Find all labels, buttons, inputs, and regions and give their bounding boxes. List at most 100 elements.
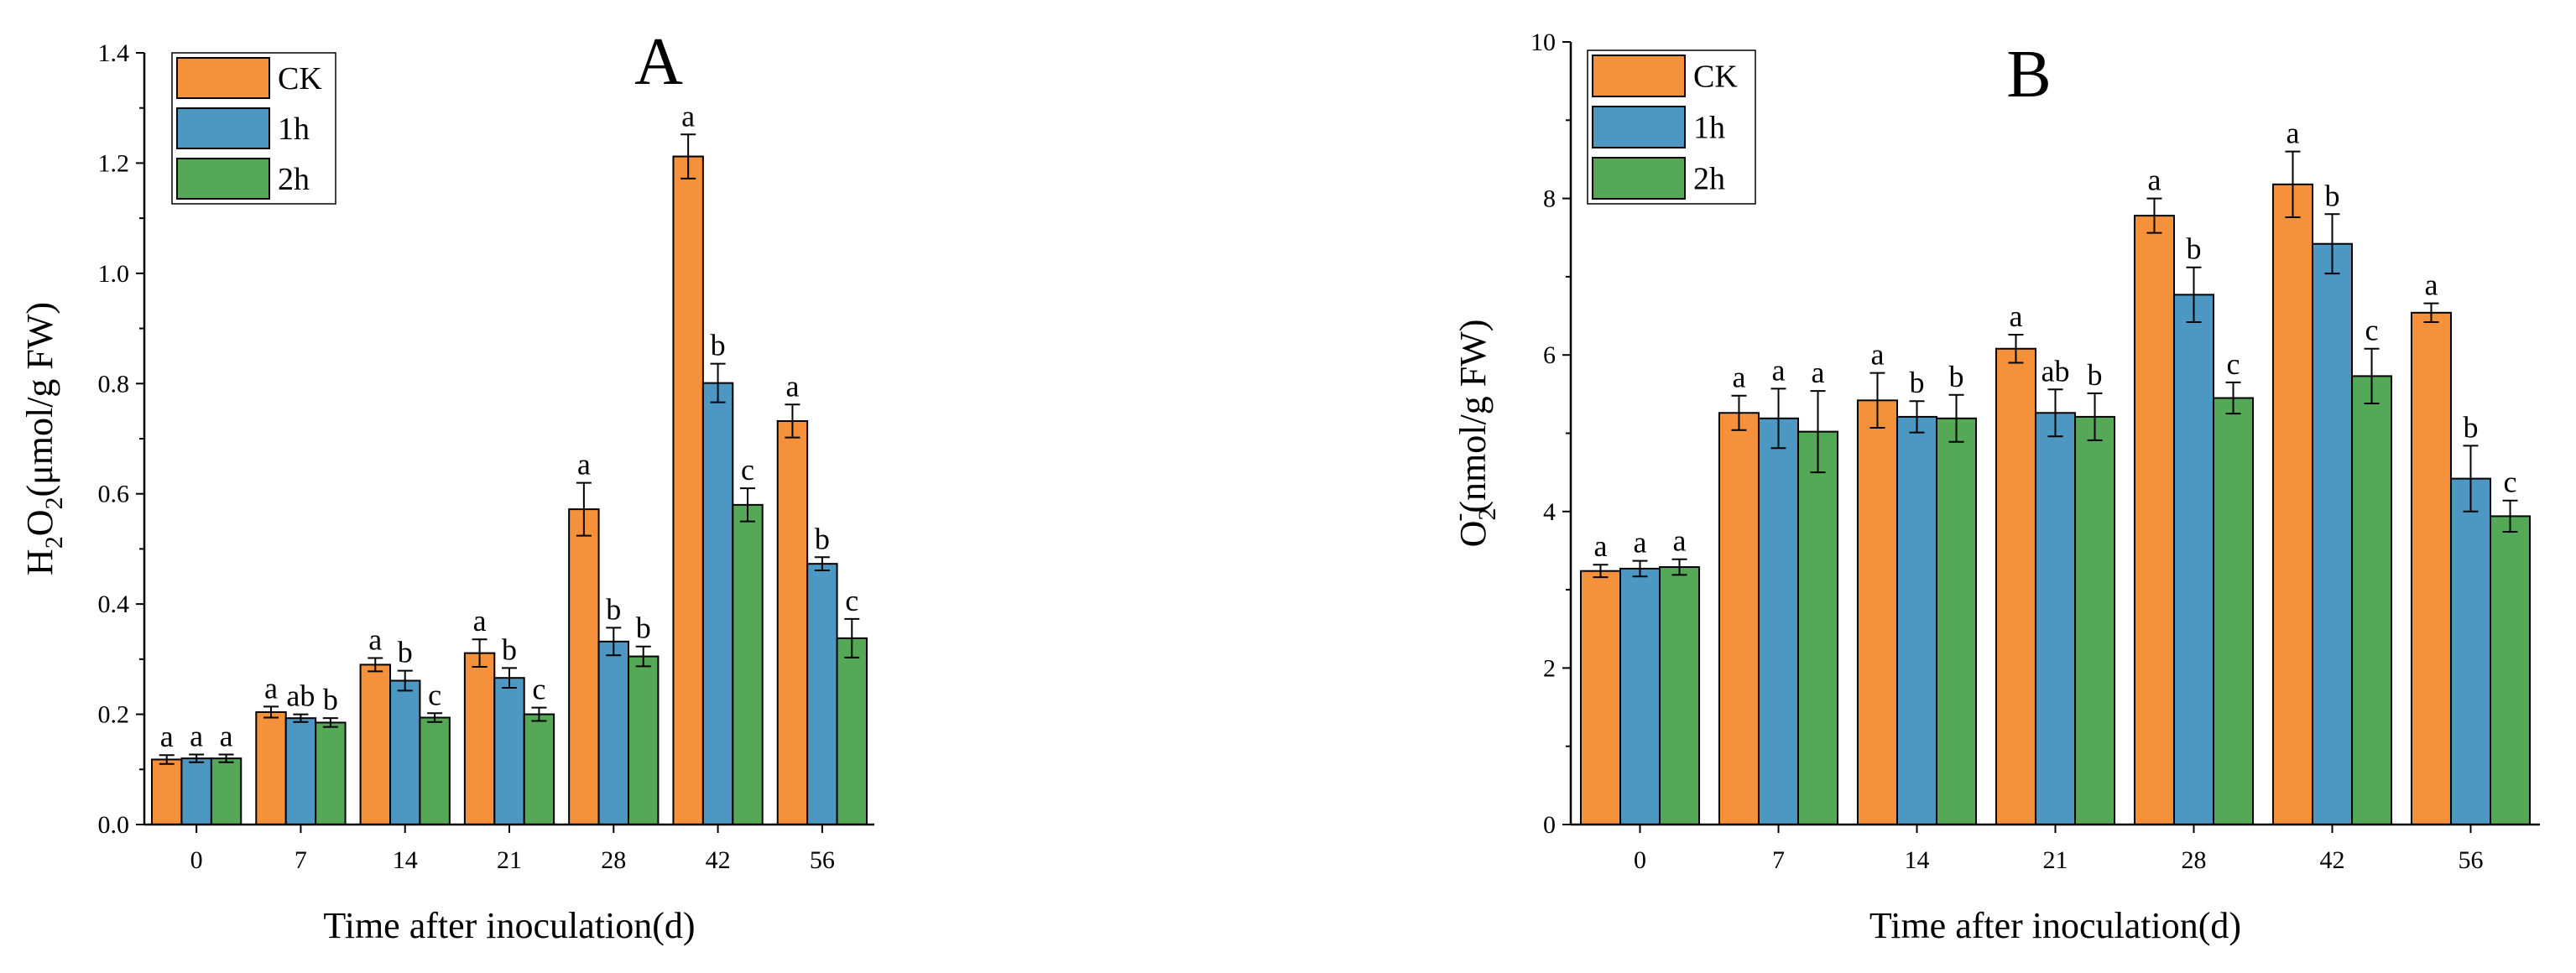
x-tick-label: 42	[2320, 846, 2345, 874]
bar-1h-28	[2172, 294, 2215, 825]
bar-1h-42	[2311, 242, 2354, 825]
x-tick-label: 0	[190, 846, 203, 874]
bar-ck-0	[151, 758, 183, 826]
legend-label-2h: 2h	[1693, 162, 1725, 197]
significance-letter: a	[681, 99, 695, 133]
bar-ck-14	[1856, 399, 1898, 825]
significance-letter: c	[532, 673, 545, 706]
bar-2h-14	[1936, 417, 1978, 825]
significance-letter: a	[577, 448, 591, 481]
x-tick-label: 21	[497, 846, 522, 874]
bar-1h-0	[1619, 567, 1661, 825]
significance-letter: a	[2147, 164, 2161, 197]
panel-label: B	[2006, 38, 2051, 112]
bar-1h-42	[701, 382, 734, 825]
y-tick-label: 8	[1543, 185, 1556, 213]
y-axis-title: O2-(nmol/g FW)	[1445, 320, 1501, 548]
bar-ck-7	[1718, 412, 1760, 825]
x-tick-label: 56	[810, 846, 835, 874]
significance-letter: a	[1812, 356, 1825, 389]
significance-letter: b	[2325, 179, 2340, 212]
bar-1h-14	[1895, 415, 1938, 825]
bar-1h-28	[597, 640, 629, 825]
bar-1h-7	[284, 717, 317, 826]
x-tick-label: 42	[706, 846, 731, 874]
legend-swatch-ck	[176, 57, 270, 99]
significance-letter: c	[2365, 314, 2379, 347]
bar-2h-56	[836, 637, 868, 826]
bar-ck-42	[672, 155, 704, 826]
significance-letter: b	[2187, 232, 2202, 266]
significance-letter: a	[160, 720, 174, 753]
x-tick-label: 7	[1772, 846, 1785, 874]
bar-ck-42	[2271, 183, 2313, 825]
significance-letter: a	[2009, 299, 2022, 333]
panel-label: A	[634, 25, 683, 99]
legend-label-ck: CK	[278, 61, 322, 96]
significance-letter: a	[1673, 524, 1687, 558]
significance-letter: c	[741, 453, 754, 486]
y-tick-label: 0.8	[98, 370, 130, 398]
significance-letter: b	[323, 683, 338, 716]
bar-ck-21	[1995, 347, 2036, 825]
significance-letter: a	[368, 623, 382, 657]
x-tick-label: 14	[393, 846, 418, 874]
bar-ck-56	[2410, 311, 2452, 825]
legend-swatch-ck	[1592, 55, 1686, 97]
bar-ck-56	[776, 419, 809, 825]
significance-letter: c	[845, 584, 858, 617]
significance-letter: a	[220, 720, 233, 753]
y-tick-label: 0.2	[98, 701, 130, 729]
bar-ck-0	[1579, 570, 1621, 825]
y-tick-label: 0	[1543, 811, 1556, 839]
bar-1h-21	[2034, 412, 2077, 825]
x-tick-label: 21	[2043, 846, 2068, 874]
bar-1h-0	[180, 757, 212, 826]
x-axis-title: Time after inoculation(d)	[323, 905, 695, 946]
significance-letter: a	[1634, 526, 1647, 559]
significance-letter: c	[428, 678, 441, 711]
significance-letter: a	[1772, 353, 1786, 387]
significance-letter: b	[1949, 360, 1964, 393]
significance-letter: b	[636, 611, 651, 645]
legend-label-1h: 1h	[1693, 111, 1725, 146]
bar-2h-7	[1797, 430, 1839, 825]
bar-ck-14	[359, 663, 392, 826]
bar-ck-7	[255, 710, 287, 826]
bar-1h-7	[1757, 417, 1800, 825]
legend: CK 1h 2h	[171, 52, 336, 205]
x-tick-label: 0	[1634, 846, 1646, 874]
significance-letter: a	[1593, 529, 1607, 563]
bar-2h-0	[1659, 566, 1701, 826]
legend-swatch-2h	[176, 158, 270, 200]
y-tick-label: 6	[1543, 341, 1556, 369]
significance-letter: b	[398, 636, 413, 669]
significance-letter: c	[2227, 347, 2240, 381]
bar-2h-42	[732, 503, 764, 825]
bar-1h-56	[806, 563, 838, 826]
x-tick-label: 14	[1905, 846, 1930, 874]
legend-label-ck: CK	[1693, 60, 1738, 95]
y-tick-label: 0.4	[98, 591, 130, 618]
y-tick-label: 2	[1543, 654, 1556, 682]
y-axis-title: H2O2(μmol/g FW)	[19, 302, 68, 575]
significance-letter: a	[1732, 361, 1745, 394]
bar-2h-42	[2351, 375, 2393, 825]
bar-2h-56	[2490, 515, 2532, 825]
x-axis-title: Time after inoculation(d)	[1869, 905, 2241, 946]
legend-swatch-1h	[176, 107, 270, 149]
significance-letter: a	[264, 671, 278, 705]
bar-2h-14	[419, 716, 451, 825]
significance-letter: a	[785, 369, 799, 403]
x-tick-label: 7	[295, 846, 307, 874]
y-tick-label: 0.6	[98, 481, 130, 508]
y-tick-label: 0.0	[98, 811, 130, 839]
bar-ck-21	[463, 652, 496, 826]
bar-2h-21	[2074, 415, 2116, 825]
bar-2h-28	[627, 655, 660, 825]
y-tick-label: 10	[1530, 29, 1556, 56]
significance-letter: c	[2504, 466, 2517, 499]
significance-letter: b	[2464, 410, 2479, 444]
significance-letter: b	[711, 329, 726, 362]
